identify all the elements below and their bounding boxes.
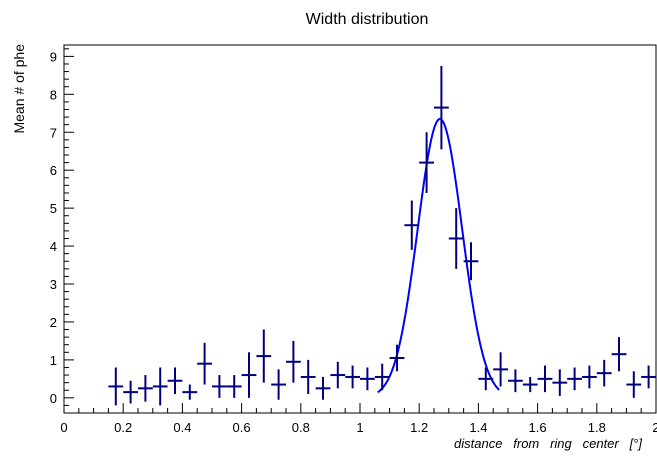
x-tick-label: 1.4: [469, 420, 487, 435]
y-axis-title: Mean # of phe: [11, 44, 27, 134]
data-point: [152, 367, 168, 406]
data-point: [463, 242, 479, 281]
data-point: [286, 340, 301, 383]
y-tick-label: 6: [50, 163, 57, 178]
data-point: [271, 369, 286, 400]
y-tick-label: 5: [50, 201, 57, 216]
x-tick-label: 1: [356, 420, 363, 435]
data-point: [522, 376, 538, 393]
data-point: [478, 367, 494, 391]
x-tick-label: 1.6: [529, 420, 547, 435]
data-point: [197, 342, 212, 385]
data-point: [508, 369, 523, 393]
y-tick-label: 2: [50, 315, 57, 330]
data-point: [493, 352, 508, 387]
data-point: [596, 359, 612, 387]
x-tick-label: 0.6: [233, 420, 251, 435]
y-tick-label: 1: [50, 353, 57, 368]
data-point: [641, 365, 656, 389]
gaussian-fit-curve: [377, 118, 500, 394]
data-point: [315, 376, 331, 400]
x-tick-label: 2: [652, 420, 657, 435]
data-point: [123, 380, 138, 404]
x-axis-title: distance from ring center [°]: [454, 436, 642, 451]
x-tick-label: 1.2: [410, 420, 428, 435]
data-point: [360, 367, 375, 391]
plot-frame: [63, 44, 657, 414]
data-point: [345, 365, 360, 389]
data-point: [448, 208, 464, 269]
data-point: [611, 337, 627, 372]
y-tick-label: 3: [50, 277, 57, 292]
x-tick-label: 0: [60, 420, 67, 435]
data-point: [138, 375, 153, 402]
data-point: [256, 329, 272, 383]
data-point: [212, 375, 227, 398]
fit-layer: [377, 118, 500, 394]
y-tick-label: 0: [50, 391, 57, 406]
data-point: [374, 363, 390, 391]
data-point: [434, 65, 449, 150]
x-tick-label: 0.4: [173, 420, 191, 435]
data-points: [108, 65, 656, 406]
data-point: [552, 369, 568, 396]
data-point: [626, 371, 642, 398]
x-tick-label: 1.8: [588, 420, 606, 435]
y-tick-label: 8: [50, 87, 57, 102]
data-point: [389, 344, 405, 372]
data-point: [567, 367, 582, 391]
data-point: [182, 384, 198, 400]
x-tick-label: 0.2: [114, 420, 132, 435]
data-point: [537, 365, 553, 393]
y-tick-label: 7: [50, 125, 57, 140]
data-point: [226, 375, 242, 398]
data-point: [108, 367, 124, 406]
chart-title: Width distribution: [306, 11, 429, 28]
data-point: [419, 132, 434, 193]
data-point: [300, 359, 316, 395]
data-point: [330, 361, 346, 389]
data-point: [241, 352, 257, 398]
data-point: [582, 365, 597, 389]
data-point: [167, 367, 183, 395]
axis-ticks: 0 0.2 0.4 0.6 0.8 1 1.2 1.4 1.6 1.8 2 0 1 2 3 4 5 6 7 8 9: [50, 48, 657, 435]
y-tick-label: 9: [50, 49, 57, 64]
y-tick-label: 4: [50, 239, 57, 254]
data-point: [404, 200, 420, 250]
x-tick-label: 0.8: [292, 420, 310, 435]
